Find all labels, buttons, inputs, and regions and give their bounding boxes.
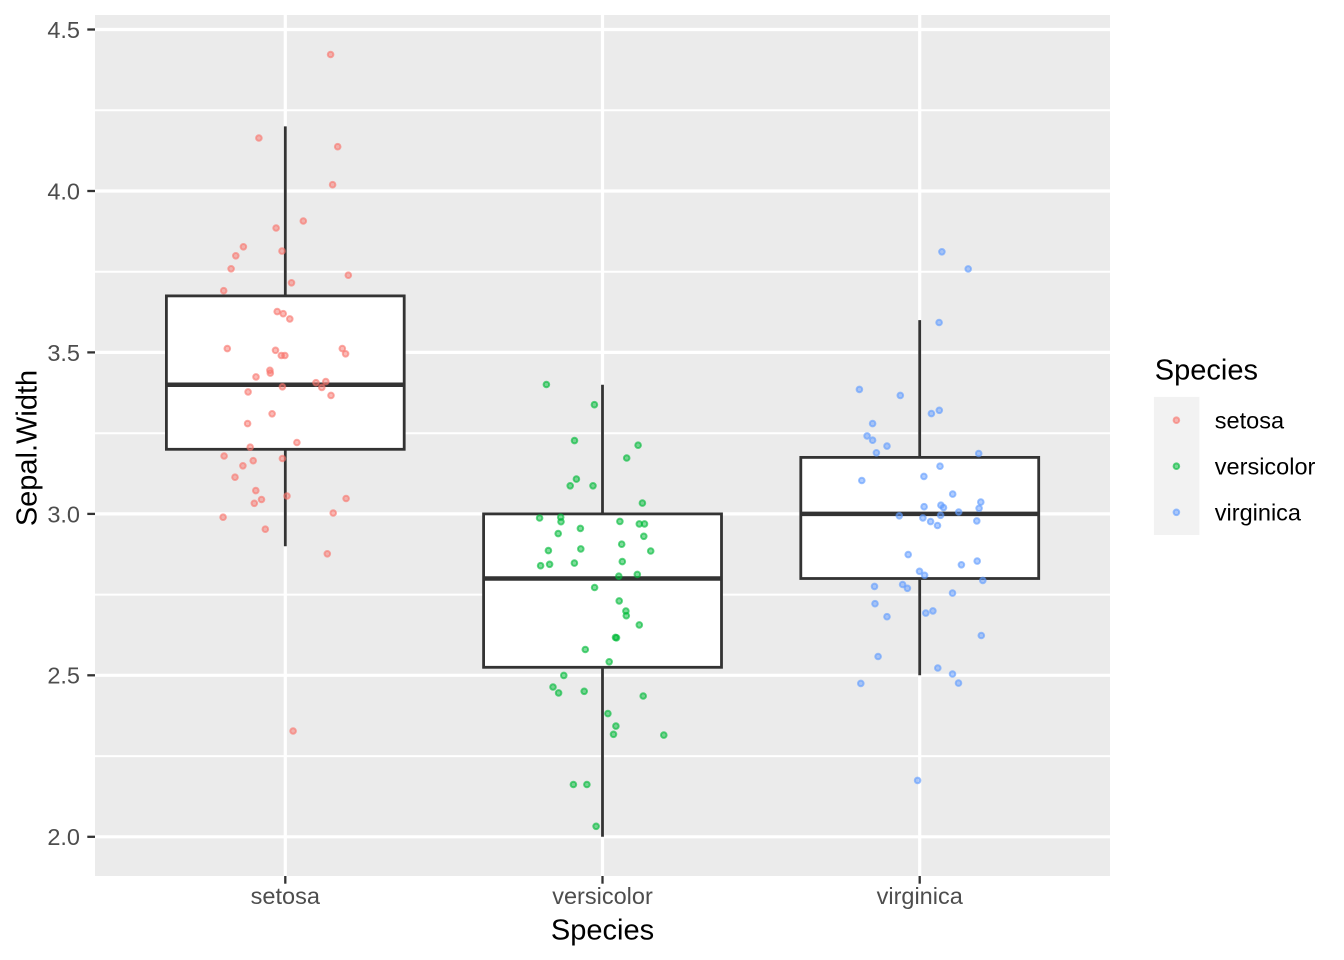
svg-text:3.5: 3.5 — [47, 340, 80, 366]
svg-text:virginica: virginica — [1215, 500, 1302, 526]
svg-text:3.0: 3.0 — [47, 501, 80, 527]
svg-text:Sepal.Width: Sepal.Width — [12, 370, 44, 526]
svg-text:4.0: 4.0 — [47, 178, 80, 204]
svg-text:2.5: 2.5 — [47, 663, 80, 689]
svg-text:versicolor: versicolor — [552, 883, 653, 909]
svg-text:Species: Species — [1155, 355, 1258, 387]
svg-text:versicolor: versicolor — [1215, 453, 1316, 479]
svg-text:4.5: 4.5 — [47, 17, 80, 43]
svg-text:setosa: setosa — [251, 883, 321, 909]
svg-text:2.0: 2.0 — [47, 824, 80, 850]
svg-text:Species: Species — [551, 914, 654, 946]
svg-text:virginica: virginica — [877, 883, 964, 909]
svg-text:setosa: setosa — [1215, 407, 1285, 433]
